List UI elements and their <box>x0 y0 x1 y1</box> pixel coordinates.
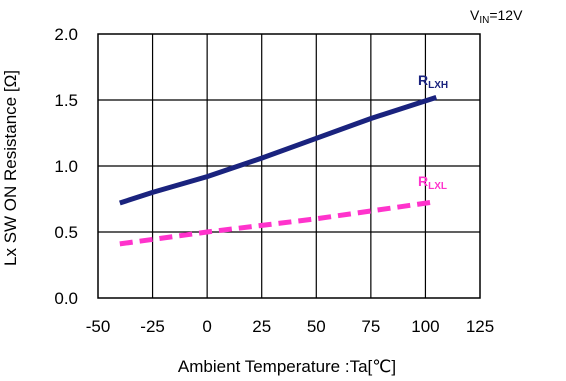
condition-label: VIN=12V <box>470 7 523 26</box>
series-line-rlxl <box>119 199 437 247</box>
series-line-rlxh <box>119 95 438 206</box>
y-tick-label: 1.0 <box>54 157 78 176</box>
y-axis-label: Lx SW ON Resistance [Ω] <box>1 70 20 266</box>
x-tick-label: 0 <box>202 317 211 336</box>
plot-area-frame <box>97 33 481 299</box>
y-tick-label: 0.5 <box>54 223 78 242</box>
grid <box>98 34 480 298</box>
x-tick-label: 125 <box>466 317 494 336</box>
series-label-rlxh: RLXH <box>418 72 448 91</box>
x-tick-label: -25 <box>140 317 165 336</box>
y-axis-ticks: 0.0 0.5 1.0 1.5 2.0 <box>54 25 78 308</box>
x-tick-label: 50 <box>307 317 326 336</box>
x-axis-ticks: -50 -25 0 25 50 75 100 125 <box>86 317 494 336</box>
x-tick-label: 100 <box>411 317 439 336</box>
y-tick-label: 0.0 <box>54 289 78 308</box>
series-lines <box>119 95 438 247</box>
series-label-rlxl: RLXL <box>418 173 447 192</box>
x-axis-label: Ambient Temperature :Ta[℃] <box>178 357 396 376</box>
y-tick-label: 2.0 <box>54 25 78 44</box>
x-tick-label: 25 <box>252 317 271 336</box>
x-tick-label: 75 <box>361 317 380 336</box>
x-tick-label: -50 <box>86 317 111 336</box>
y-tick-label: 1.5 <box>54 91 78 110</box>
